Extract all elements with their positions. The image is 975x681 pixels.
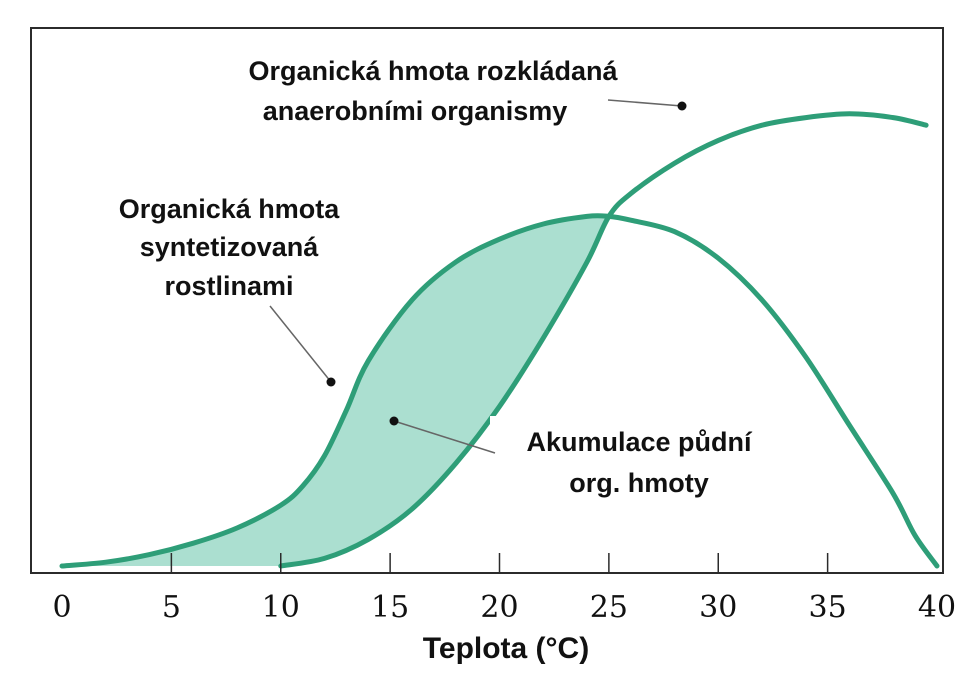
x-tick-label: 0	[52, 590, 71, 625]
annotation-bg	[490, 416, 800, 512]
annotation-accumulation: Akumulace půdní org. hmoty	[389, 416, 800, 512]
annotation-bg	[198, 50, 666, 138]
x-tick-label: 10	[262, 590, 300, 625]
annotation-line: anaerobními organismy	[263, 96, 568, 126]
leader-dot	[677, 101, 687, 111]
leader-dot	[326, 377, 336, 387]
annotation-line: Organická hmota	[119, 194, 341, 224]
leader-dot	[389, 416, 399, 426]
series-line-synthesis	[59, 213, 940, 569]
accumulation-area	[62, 216, 609, 566]
leader-line	[607, 99, 683, 107]
annotation-line: org. hmoty	[569, 468, 709, 498]
annotation-line: syntetizovaná	[140, 232, 320, 262]
x-tick-label: 15	[371, 590, 409, 625]
x-tick-label: 20	[480, 590, 518, 625]
x-tick-label: 5	[162, 590, 181, 625]
series-line-decomposition	[278, 111, 929, 569]
x-tick-label: 30	[699, 590, 737, 625]
annotation-bg	[80, 182, 380, 306]
annotation-line: Akumulace půdní	[526, 427, 753, 457]
annotation-line: Organická hmota rozkládaná	[248, 56, 618, 86]
annotation-line: rostlinami	[164, 271, 293, 301]
x-tick-label: 40	[918, 590, 956, 625]
x-axis-ticks: 0 5 10 15 20 25 30 35 40	[52, 553, 956, 625]
x-tick-label: 25	[590, 590, 628, 625]
annotation-synthesis: Organická hmota syntetizovaná rostlinami	[80, 182, 380, 387]
annotation-decomposition: Organická hmota rozkládaná anaerobními o…	[198, 50, 687, 138]
plot-area	[59, 111, 940, 569]
x-axis-label: Teplota (°C)	[423, 632, 589, 665]
leader-line	[393, 420, 496, 454]
x-tick-label: 35	[809, 590, 847, 625]
leader-line	[269, 305, 332, 383]
